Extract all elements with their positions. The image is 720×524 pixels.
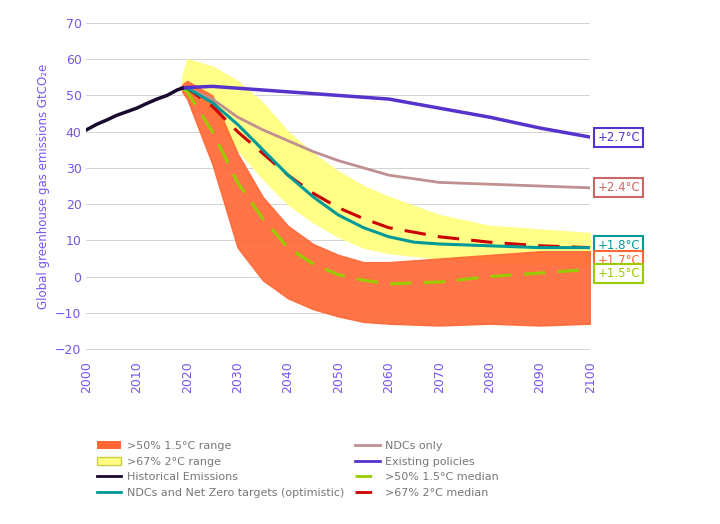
Text: +2.7°C: +2.7°C bbox=[598, 130, 640, 144]
Legend: >50% 1.5°C range, >67% 2°C range, Historical Emissions, NDCs and Net Zero target: >50% 1.5°C range, >67% 2°C range, Histor… bbox=[92, 437, 504, 503]
Text: +1.5°C: +1.5°C bbox=[598, 267, 640, 280]
Y-axis label: Global greenhouse gas emissions GtCO₂e: Global greenhouse gas emissions GtCO₂e bbox=[37, 63, 50, 309]
Text: +1.8°C: +1.8°C bbox=[598, 238, 640, 252]
Text: +1.7°C: +1.7°C bbox=[598, 254, 640, 267]
Text: +2.4°C: +2.4°C bbox=[598, 181, 640, 194]
